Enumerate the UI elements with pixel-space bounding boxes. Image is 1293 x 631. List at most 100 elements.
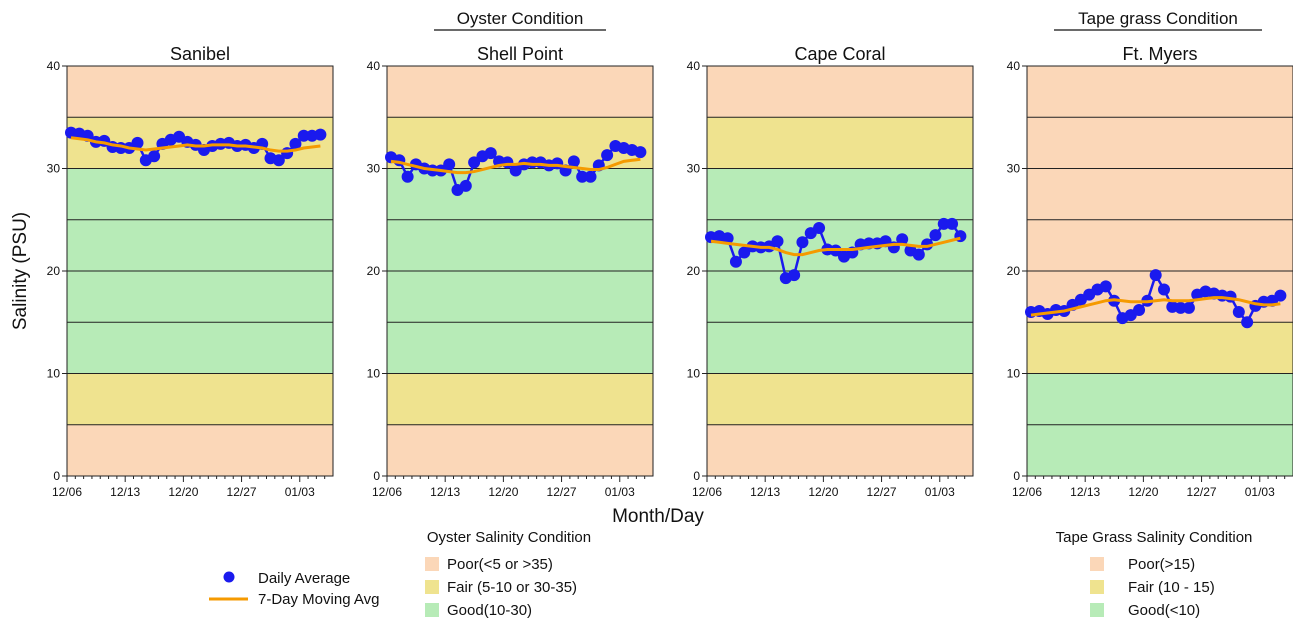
x-tick-label: 12/06: [52, 485, 82, 499]
daily-average-point: [788, 269, 801, 282]
y-tick-label: 0: [1013, 469, 1020, 483]
x-tick-label: 01/03: [605, 485, 635, 499]
y-tick-label: 40: [687, 59, 701, 73]
tapegrass-legend-swatch-fair: [1090, 580, 1104, 594]
daily-average-point: [738, 246, 751, 259]
daily-average-point: [634, 146, 647, 159]
band-poor-4: [67, 66, 333, 118]
daily-average-point: [1224, 290, 1237, 303]
x-tick-label: 12/27: [1187, 485, 1217, 499]
x-tick-label: 01/03: [925, 485, 955, 499]
band-poor-0: [67, 424, 333, 476]
oyster-legend-label-good: Good(10-30): [447, 602, 532, 619]
band-fair-1: [67, 373, 333, 425]
y-tick-label: 40: [1007, 59, 1021, 73]
x-tick-label: 12/20: [808, 485, 838, 499]
x-tick-label: 12/13: [430, 485, 460, 499]
y-tick-label: 30: [687, 162, 701, 176]
daily-average-point: [771, 235, 784, 248]
y-tick-label: 20: [1007, 264, 1021, 278]
chart-panel-2: 0 10 20 30 40 12/06 12/13 12/20 12/27 01/03 Cape C…: [687, 44, 974, 499]
daily-average-point: [929, 229, 942, 242]
x-tick-label: 12/27: [547, 485, 577, 499]
band-poor-6: [1027, 117, 1293, 169]
moving-average-line: [70, 136, 321, 153]
x-tick-label: 01/03: [1245, 485, 1275, 499]
band-poor-4: [707, 66, 973, 118]
tapegrass-legend-label-good: Good(<10): [1128, 602, 1200, 619]
tapegrass-group-title: Tape grass Condition: [1078, 9, 1238, 28]
x-tick-label: 12/27: [867, 485, 897, 499]
y-tick-label: 10: [367, 367, 381, 381]
y-tick-label: 10: [47, 367, 61, 381]
y-tick-label: 20: [687, 264, 701, 278]
x-tick-label: 12/20: [488, 485, 518, 499]
daily-average-point: [601, 149, 614, 162]
daily-average-point: [1158, 283, 1170, 296]
daily-average-point: [401, 170, 414, 183]
y-tick-label: 20: [47, 264, 61, 278]
x-tick-label: 12/27: [227, 485, 257, 499]
y-tick-label: 30: [367, 162, 381, 176]
x-tick-label: 12/13: [110, 485, 140, 499]
tapegrass-legend-swatch-good: [1090, 603, 1104, 617]
band-good-0: [1027, 424, 1293, 476]
daily-average-point: [1133, 303, 1146, 316]
x-tick-label: 12/13: [750, 485, 780, 499]
oyster-legend-swatch-poor: [425, 557, 439, 571]
x-tick-label: 12/06: [372, 485, 402, 499]
x-tick-label: 01/03: [285, 485, 315, 499]
daily-average-point: [896, 233, 909, 246]
daily-average-point: [1274, 289, 1287, 302]
band-poor-4: [1027, 219, 1293, 271]
chart-panel-3: 0 10 20 30 40 12/06 12/13 12/20 12/27 01/03 Ft. My…: [1007, 44, 1293, 499]
daily-average-point: [584, 170, 597, 183]
chart-panel-0: 0 10 20 30 40 12/06 12/13 12/20 12/27 01/03 Sanibe…: [47, 44, 334, 499]
tapegrass-legend-label-fair: Fair (10 - 15): [1128, 579, 1215, 596]
y-tick-label: 0: [53, 469, 60, 483]
oyster-legend-label-poor: Poor(<5 or >35): [447, 556, 553, 573]
daily-average-point: [509, 164, 522, 177]
y-tick-label: 40: [367, 59, 381, 73]
panel-title: Ft. Myers: [1123, 44, 1198, 64]
oyster-legend-title: Oyster Salinity Condition: [427, 529, 591, 546]
daily-average-point: [131, 136, 144, 149]
band-fair-3: [707, 117, 973, 169]
panel-title: Sanibel: [170, 44, 230, 64]
panel-title: Cape Coral: [794, 44, 885, 64]
y-tick-label: 30: [47, 162, 61, 176]
band-fair-1: [387, 373, 653, 425]
panel-title: Shell Point: [477, 44, 563, 64]
daily-average-point: [484, 147, 497, 160]
daily-average-point: [1232, 306, 1245, 318]
y-tick-label: 10: [1007, 367, 1021, 381]
daily-average-point: [297, 129, 310, 142]
daily-average-point: [468, 156, 481, 169]
daily-average-point: [937, 217, 950, 230]
x-tick-label: 12/20: [1128, 485, 1158, 499]
y-tick-label: 0: [373, 469, 380, 483]
band-fair-1: [707, 373, 973, 425]
moving-avg-legend-label: 7-Day Moving Avg: [258, 591, 379, 608]
band-good-1: [1027, 373, 1293, 425]
band-poor-0: [387, 424, 653, 476]
y-tick-label: 10: [687, 367, 701, 381]
tapegrass-condition-legend: Tape Grass Salinity Condition Poor(>15) …: [1056, 529, 1253, 619]
x-tick-label: 12/06: [1012, 485, 1042, 499]
moving-average-line: [390, 157, 641, 175]
daily-average-point: [1149, 269, 1162, 282]
oyster-group-title: Oyster Condition: [457, 9, 584, 28]
oyster-legend-swatch-good: [425, 603, 439, 617]
daily-average-point: [912, 248, 925, 261]
tapegrass-legend-label-poor: Poor(>15): [1128, 556, 1195, 573]
x-tick-label: 12/20: [168, 485, 198, 499]
oyster-condition-legend: Oyster Salinity Condition Poor(<5 or >35…: [425, 529, 591, 619]
daily-average-point: [1174, 301, 1187, 314]
daily-average-point: [272, 154, 285, 167]
band-poor-0: [707, 424, 973, 476]
y-tick-label: 30: [1007, 162, 1021, 176]
y-axis-title: Salinity (PSU): [10, 212, 31, 330]
daily-average-point: [1241, 316, 1254, 329]
